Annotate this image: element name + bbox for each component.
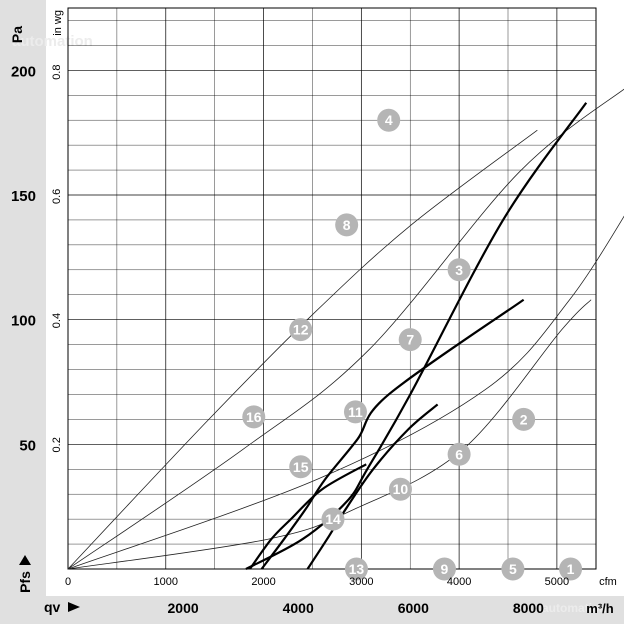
fan-curves [245,102,588,570]
system-curves [67,88,624,570]
cfm-tick-label: 0 [65,576,71,588]
cfm-tick-label: 4000 [447,576,471,588]
y-unit-inwg: in wg [52,10,64,36]
fan-curve-3 [306,403,439,570]
m3h-tick-label: 6000 [398,600,429,616]
marker-12: 12 [289,318,313,342]
marker-label: 4 [385,112,393,128]
marker-circle [447,442,471,466]
x-unit-cfm: cfm [599,576,617,588]
marker-circle [398,328,422,352]
marker-label: 12 [293,322,309,338]
system-curve-1 [67,299,592,570]
m3h-tick-label: 8000 [513,600,544,616]
plot-border [67,7,597,570]
marker-label: 8 [343,217,351,233]
marker-label: 11 [348,404,363,420]
marker-circle [343,400,367,424]
marker-label: 15 [293,459,309,475]
marker-label: 10 [393,481,409,497]
marker-circle [501,557,525,581]
marker-8: 8 [335,213,359,237]
inwg-tick-label: 0.4 [51,313,63,328]
marker-circle [377,108,401,132]
marker-circle [432,557,456,581]
pa-tick-label: 50 [19,437,36,454]
marker-2: 2 [512,407,536,431]
marker-label: 14 [325,511,341,527]
m3h-tick-label: 4000 [283,600,314,616]
m3h-tick-labels: 2000 4000 6000 8000 [168,600,545,616]
watermark-logo-bottom: automation [542,601,607,615]
x-axis-band [0,596,624,624]
watermark-logo: automation [12,33,93,50]
system-curve-3 [67,88,624,570]
x-axis-symbol: qv [44,599,61,615]
marker-6: 6 [447,442,471,466]
marker-label: 9 [441,561,449,577]
marker-circle [335,213,359,237]
system-curve-4 [67,129,538,570]
inwg-tick-label: 0.8 [51,65,63,80]
marker-14: 14 [321,507,345,531]
cfm-tick-labels: 0 1000 2000 3000 4000 5000 [65,576,569,588]
pa-tick-label: 200 [11,63,36,80]
marker-circle [559,557,583,581]
cfm-tick-label: 1000 [154,576,178,588]
marker-label: 5 [509,561,517,577]
marker-4: 4 [377,108,401,132]
inwg-tick-label: 0.2 [51,437,63,452]
marker-5: 5 [501,557,525,581]
marker-9: 9 [432,557,456,581]
marker-7: 7 [398,328,422,352]
marker-label: 7 [406,332,414,348]
marker-circle [447,258,471,282]
marker-circle [344,557,368,581]
cfm-tick-label: 5000 [545,576,569,588]
y-axis-symbol: Pfs [17,571,33,593]
marker-circle [321,507,345,531]
marker-circle [242,405,266,429]
marker-label: 13 [349,561,365,577]
marker-15: 15 [289,455,313,479]
fan-curve-4 [248,463,367,570]
cfm-tick-label: 3000 [349,576,373,588]
marker-label: 3 [455,262,463,278]
y-axis-arrow-icon [19,555,31,565]
fan-curve-2 [260,298,525,570]
system-curve-2 [67,215,624,570]
y-unit-pa: Pa [9,26,25,43]
marker-16: 16 [242,405,266,429]
fan-curve-1 [245,102,588,570]
marker-circle [512,407,536,431]
marker-3: 3 [447,258,471,282]
marker-label: 16 [246,409,262,425]
cfm-tick-label: 2000 [251,576,275,588]
inwg-tick-labels: 0.2 0.4 0.6 0.8 [51,65,63,453]
marker-10: 10 [388,477,412,501]
marker-label: 2 [520,411,528,427]
marker-label: 6 [455,446,463,462]
marker-11: 11 [343,400,367,424]
marker-circle [289,455,313,479]
marker-circle [388,477,412,501]
pa-tick-labels: 50 100 150 200 [11,63,36,454]
marker-1: 1 [559,557,583,581]
x-unit-m3h: m³/h [586,601,614,616]
marker-label: 1 [567,561,575,577]
marker-13: 13 [344,557,368,581]
y-axis-band [0,0,46,624]
m3h-tick-label: 2000 [168,600,199,616]
pa-tick-label: 150 [11,188,36,205]
marker-circle [289,318,313,342]
x-axis-arrow-icon [68,602,80,612]
pa-tick-label: 100 [11,313,36,330]
inwg-tick-label: 0.6 [51,189,63,204]
